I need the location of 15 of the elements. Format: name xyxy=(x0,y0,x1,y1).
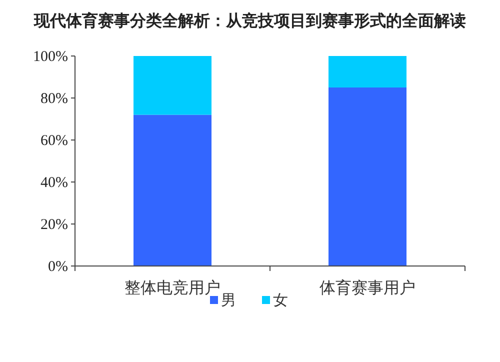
chart-title: 现代体育赛事分类全解析：从竞技项目到赛事形式的全面解读 xyxy=(33,11,466,30)
bar xyxy=(328,56,406,88)
x-tick-label: 体育赛事用户 xyxy=(320,278,416,297)
x-tick-label: 整体电竞用户 xyxy=(124,278,220,297)
legend-label: 女 xyxy=(273,291,288,309)
y-tick-label: 20% xyxy=(40,217,68,233)
y-tick-label: 80% xyxy=(40,91,68,107)
bar xyxy=(328,88,406,266)
y-tick-label: 0% xyxy=(48,259,68,275)
y-tick-label: 40% xyxy=(40,175,68,191)
bar xyxy=(134,56,212,115)
legend-label: 男 xyxy=(221,291,236,309)
y-tick-label: 60% xyxy=(40,133,68,149)
bar xyxy=(134,114,212,266)
y-tick-label: 100% xyxy=(33,49,68,65)
